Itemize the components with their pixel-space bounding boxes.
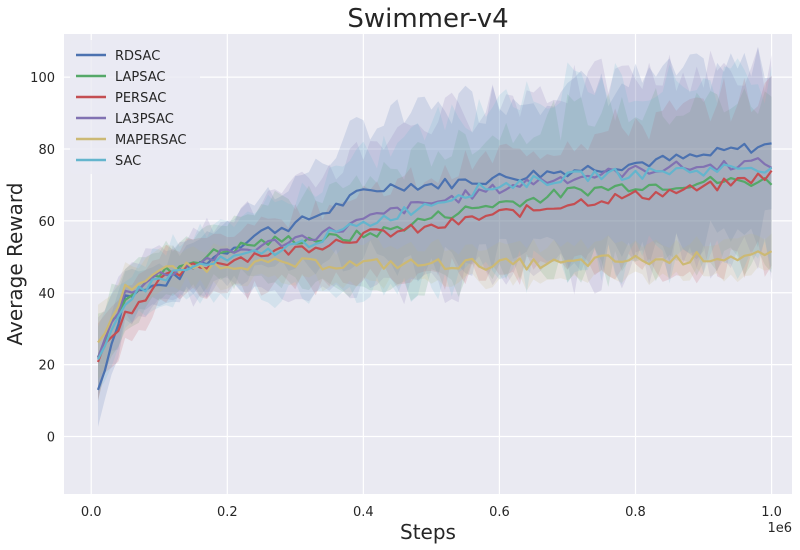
- line-rdsac: [96, 142, 772, 391]
- y-tick-label: 20: [38, 359, 55, 374]
- legend: RDSAC LAPSAC PERSAC LA3PSAC MAPERSAC SAC: [70, 40, 200, 174]
- x-axis-title: Steps: [400, 520, 456, 544]
- y-tick-label: 100: [30, 71, 55, 86]
- x-offset-label: 1e6: [767, 521, 792, 536]
- band-rdsac: [98, 47, 772, 427]
- x-tick-label: 0.6: [489, 505, 510, 520]
- x-tick-label: 0.8: [625, 505, 646, 520]
- y-tick-labels: 0 20 40 60 80 100: [30, 71, 55, 445]
- legend-label-la3psac: LA3PSAC: [115, 112, 174, 127]
- x-tick-labels: 0.0 0.2 0.4 0.6 0.8 1.0: [81, 505, 782, 520]
- chart-title: Swimmer-v4: [347, 4, 508, 34]
- confidence-bands: [98, 47, 772, 427]
- band-persac: [98, 75, 772, 401]
- legend-box: [70, 40, 200, 174]
- line-lapsac: [96, 175, 773, 358]
- y-tick-label: 40: [38, 287, 55, 302]
- legend-label-mapersac: MAPERSAC: [115, 133, 186, 148]
- x-tick-label: 0.0: [81, 505, 102, 520]
- legend-label-rdsac: RDSAC: [115, 49, 160, 64]
- x-tick-label: 0.2: [217, 505, 238, 520]
- line-sac: [97, 163, 773, 360]
- legend-label-sac: SAC: [115, 154, 141, 169]
- line-mapersac: [97, 250, 773, 344]
- band-lapsac: [98, 88, 772, 401]
- x-tick-label: 1.0: [761, 505, 782, 520]
- y-tick-label: 60: [38, 215, 55, 230]
- x-tick-label: 0.4: [353, 505, 374, 520]
- band-mapersac: [98, 233, 772, 380]
- series-lines: [96, 142, 773, 391]
- legend-label-lapsac: LAPSAC: [115, 70, 166, 85]
- y-axis-title: Average Reward: [3, 183, 27, 346]
- band-la3psac: [98, 47, 772, 398]
- y-tick-label: 80: [38, 143, 55, 158]
- y-tick-label: 0: [47, 431, 55, 446]
- legend-label-persac: PERSAC: [115, 91, 166, 106]
